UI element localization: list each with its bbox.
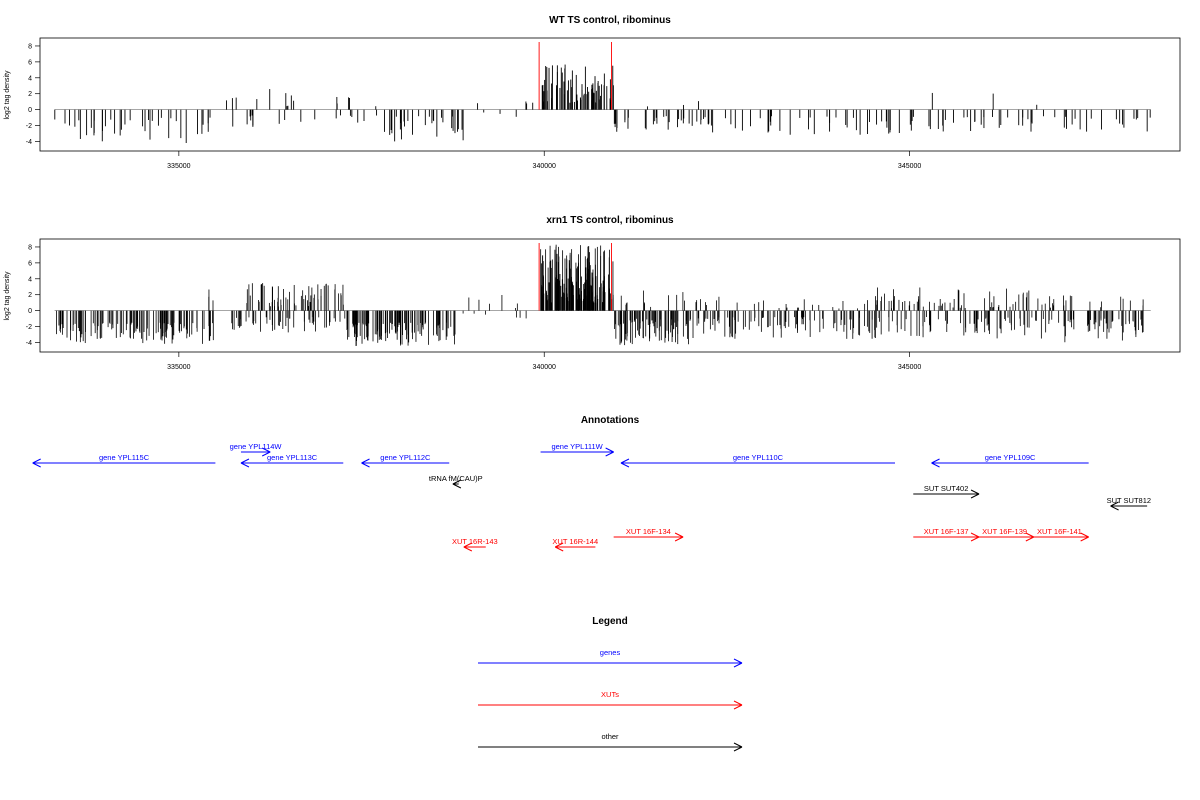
gene-arrow-head [261, 447, 271, 453]
xrn1-y-tick-label: 4 [28, 276, 32, 283]
gene-arrow-head [32, 462, 41, 468]
xrn1-y-tick-label: -4 [26, 340, 32, 347]
xrn1-y-tick-label: 8 [28, 244, 32, 251]
xut-arrow-head [970, 532, 980, 538]
gene-arrow-head [605, 451, 614, 457]
xrn1-y-axis-label: log2 tag density [4, 271, 11, 321]
annotation-label: gene YPL112C [380, 453, 431, 462]
wt-plot-frame [39, 37, 1181, 152]
annotation-label: SUT SUT812 [1107, 496, 1151, 505]
xut-arrow-head [674, 532, 684, 538]
gene-arrow-head [931, 458, 940, 464]
xrn1-y-tick-label: 6 [28, 260, 32, 267]
xrn1-x-tick-label: 340000 [533, 364, 556, 371]
legend-arrow-genes-head [733, 658, 743, 664]
annotation-label: gene YPL115C [99, 453, 150, 462]
xrn1-x-tick-label: 335000 [167, 364, 190, 371]
gene-arrow-head [931, 462, 940, 468]
xrn1-tag-density-panel: xrn1 TS control, ribominus log2 tag dens… [4, 215, 1181, 371]
xrn1-y-tick-label: 2 [28, 292, 32, 299]
wt-x-tick-label: 340000 [533, 163, 556, 170]
gene-arrow-head [261, 451, 271, 457]
wt-tag-density-panel: WT TS control, ribominus log2 tag densit… [4, 15, 1181, 170]
legend-arrow-other-head [733, 742, 743, 748]
xut-arrow-head [674, 536, 684, 542]
xut-arrow-head [554, 542, 564, 548]
other-feature-arrow-head [452, 479, 462, 485]
xut-arrow-head [970, 536, 980, 542]
wt-y-tick-label: 2 [28, 91, 32, 98]
xut-arrow-head [1025, 532, 1035, 538]
wt-panel-title: WT TS control, ribominus [549, 15, 671, 26]
annotation-label: tRNA fM(CAU)P [429, 474, 483, 483]
annotation-label: XUT 16R-144 [552, 537, 598, 546]
annotations-title: Annotations [581, 415, 640, 426]
legend-label: other [601, 732, 619, 741]
annotation-label: SUT SUT402 [924, 484, 968, 493]
legend-panel: Legend genes XUTs other [478, 616, 743, 752]
legend-arrow-xuts-head [733, 700, 743, 706]
legend-label: XUTs [601, 690, 619, 699]
annotation-label: XUT 16R-143 [452, 537, 498, 546]
annotation-label: XUT 16F-134 [626, 527, 671, 536]
annotation-label: gene YPL111W [551, 442, 603, 451]
legend-title: Legend [592, 616, 628, 627]
xrn1-y-tick-label: 0 [28, 308, 32, 315]
xrn1-y-tick-label: -2 [26, 324, 32, 331]
wt-x-tick-label: 335000 [167, 163, 190, 170]
wt-y-tick-label: -4 [26, 139, 32, 146]
wt-y-tick-label: 8 [28, 43, 32, 50]
xut-arrow-head [1080, 532, 1089, 538]
legend-arrow-xuts-head [733, 704, 743, 710]
gene-arrow-head [361, 462, 370, 468]
other-feature-arrow-head [970, 493, 980, 499]
wt-y-tick-label: 6 [28, 59, 32, 66]
xut-arrow-head [554, 546, 564, 552]
other-feature-arrow-head [452, 483, 462, 489]
xut-arrow-head [1080, 536, 1089, 542]
wt-x-tick-label: 345000 [898, 163, 921, 170]
annotation-label: gene YPL113C [267, 453, 318, 462]
annotation-label: XUT 16F-141 [1037, 527, 1082, 536]
legend-arrow-other-head [733, 746, 743, 752]
wt-y-tick-label: -2 [26, 123, 32, 130]
gene-arrow-head [32, 458, 41, 464]
other-feature-arrow-head [1110, 501, 1119, 507]
gene-arrow-head [361, 458, 370, 464]
annotation-label: gene YPL109C [985, 453, 1036, 462]
xut-arrow-head [1025, 536, 1035, 542]
other-feature-arrow-head [970, 489, 980, 495]
xrn1-panel-title: xrn1 TS control, ribominus [546, 215, 674, 226]
wt-y-tick-label: 0 [28, 107, 32, 114]
gene-arrow-head [605, 447, 614, 453]
legend-label: genes [600, 648, 621, 657]
xrn1-x-tick-label: 345000 [898, 364, 921, 371]
xrn1-plot-frame [39, 238, 1181, 353]
gene-arrow-head [240, 458, 250, 464]
xut-arrow-head [463, 546, 473, 552]
annotation-label: gene YPL114W [230, 442, 283, 451]
xut-arrow-head [463, 542, 473, 548]
annotations-panel: Annotations gene YPL115C gene YPL114W gene… [32, 415, 1151, 552]
gene-arrow-head [240, 462, 250, 468]
other-feature-arrow-head [1110, 505, 1119, 511]
gene-arrow-head [620, 458, 630, 464]
gene-arrow-head [620, 462, 630, 468]
annotation-label: XUT 16F-137 [924, 527, 969, 536]
wt-y-axis-label: log2 tag density [4, 70, 11, 120]
wt-y-tick-label: 4 [28, 75, 32, 82]
annotation-label: gene YPL110C [733, 453, 784, 462]
legend-arrow-genes-head [733, 662, 743, 668]
annotation-label: XUT 16F-139 [982, 527, 1027, 536]
